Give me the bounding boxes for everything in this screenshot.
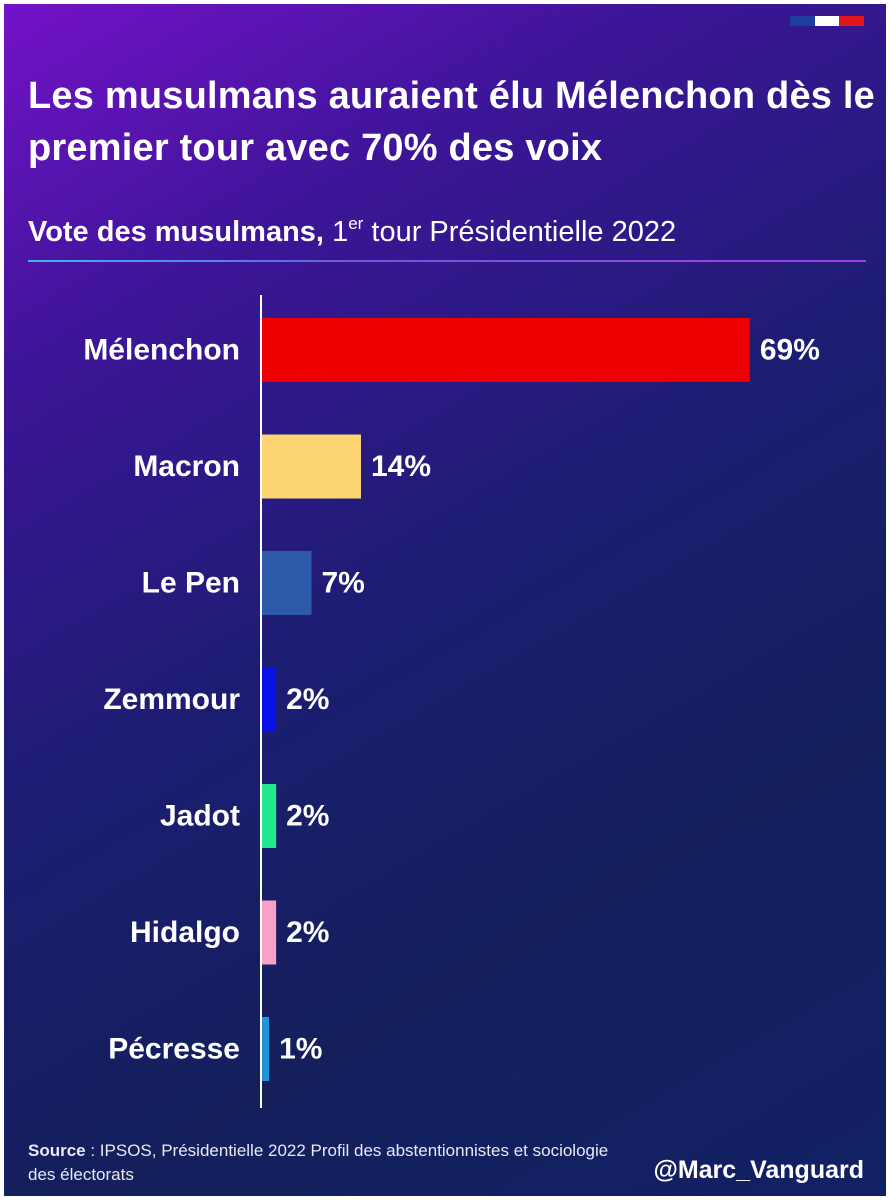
- bar: [262, 551, 312, 615]
- category-label: Zemmour: [103, 683, 240, 716]
- category-label: Jadot: [160, 800, 240, 833]
- bar-row: Zemmour 2%: [103, 667, 329, 732]
- value-label: 69%: [760, 334, 820, 367]
- source-label: Source: [28, 1141, 86, 1160]
- category-label: Mélenchon: [83, 334, 240, 367]
- bar-row: Jadot 2%: [160, 784, 329, 848]
- subtitle-rest: tour Présidentielle 2022: [371, 216, 677, 248]
- subtitle-underline: [28, 260, 866, 262]
- source-note: Source : IPSOS, Présidentielle 2022 Prof…: [28, 1139, 628, 1187]
- category-label: Pécresse: [108, 1033, 240, 1066]
- bar: [262, 900, 277, 965]
- bar-row: Mélenchon 69%: [83, 318, 820, 382]
- category-label: Le Pen: [142, 567, 240, 600]
- category-label: Macron: [133, 450, 240, 483]
- infographic-card: Les musulmans auraient élu Mélenchon dès…: [4, 4, 886, 1196]
- value-label: 2%: [286, 916, 329, 949]
- flag-stripe-white: [814, 16, 840, 26]
- value-label: 2%: [286, 800, 329, 833]
- bar-row: Macron 14%: [133, 434, 431, 499]
- value-label: 2%: [286, 683, 329, 716]
- bar-row: Le Pen 7%: [142, 551, 365, 615]
- subtitle-bold: Vote des musulmans,: [28, 216, 324, 248]
- bar-row: Hidalgo 2%: [130, 900, 329, 965]
- category-label: Hidalgo: [130, 916, 240, 949]
- author-handle: @Marc_Vanguard: [653, 1156, 864, 1184]
- bar: [262, 434, 361, 499]
- bar: [262, 667, 277, 732]
- bar-chart: Mélenchon 69%Macron 14%Le Pen 7%Zemmour 2%Ja…: [83, 295, 820, 1108]
- value-label: 1%: [279, 1033, 322, 1066]
- value-label: 7%: [321, 567, 364, 600]
- subtitle-ordinal-suffix: er: [348, 214, 364, 233]
- chart-subtitle: Vote des musulmans, 1er tour Présidentie…: [28, 214, 868, 249]
- flag-stripe-blue: [790, 16, 815, 26]
- bar: [262, 784, 277, 848]
- bar-row: Pécresse 1%: [108, 1017, 322, 1081]
- headline: Les musulmans auraient élu Mélenchon dès…: [28, 75, 875, 169]
- value-label: 14%: [371, 450, 431, 483]
- subtitle-ordinal-number: 1: [332, 216, 349, 248]
- flag-stripe-red: [839, 16, 865, 26]
- french-flag-icon: [790, 16, 865, 26]
- bar: [262, 1017, 270, 1081]
- source-text: : IPSOS, Présidentielle 2022 Profil des …: [28, 1141, 609, 1184]
- bar: [262, 318, 750, 382]
